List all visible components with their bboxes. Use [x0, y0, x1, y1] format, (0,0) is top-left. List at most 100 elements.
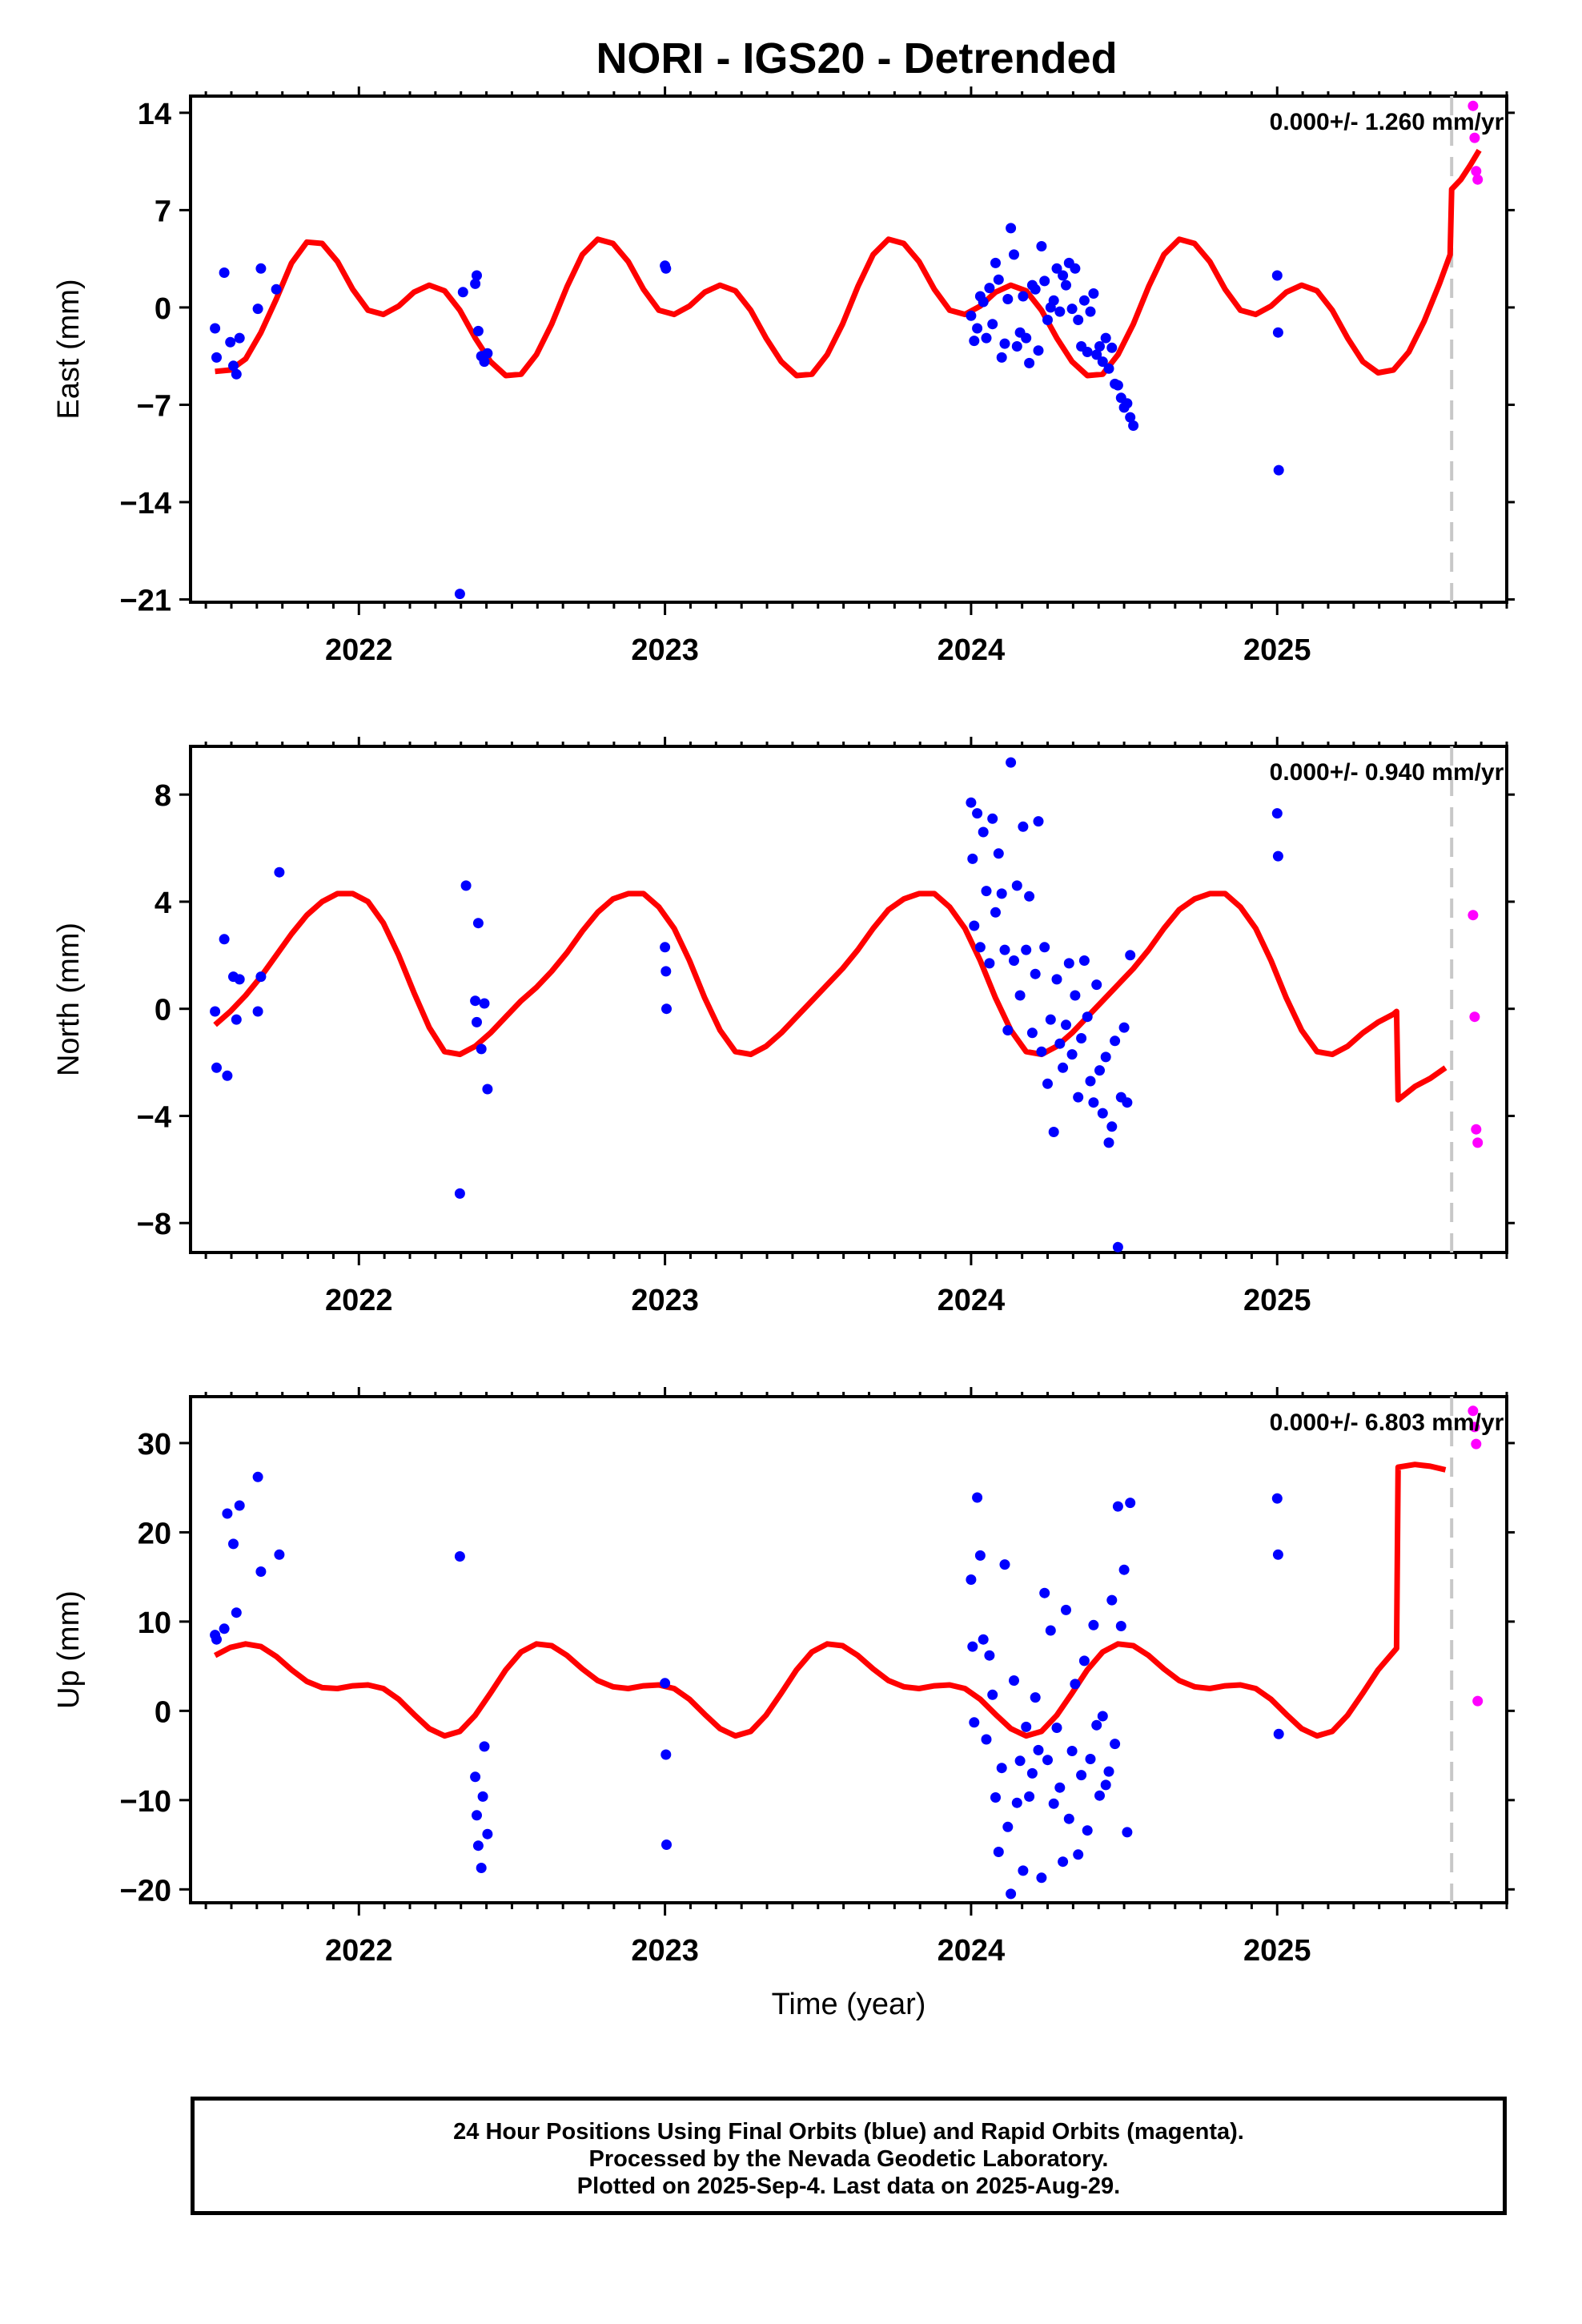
- final-point: [1112, 1241, 1123, 1252]
- final-point: [974, 1550, 986, 1561]
- final-point: [1051, 1723, 1062, 1733]
- plot-frame: [189, 745, 1508, 1254]
- final-point: [225, 336, 236, 348]
- final-point: [984, 1650, 995, 1661]
- final-point: [969, 336, 980, 347]
- final-point: [1026, 279, 1038, 291]
- final-point: [470, 995, 481, 1007]
- final-point: [1088, 1097, 1099, 1108]
- rate-annotation: 0.000+/- 0.940 mm/yr: [1270, 759, 1504, 786]
- final-point: [1106, 342, 1118, 353]
- final-point: [1106, 1594, 1118, 1606]
- x-tick-label: 2023: [631, 1284, 699, 1317]
- final-point: [1112, 1501, 1123, 1512]
- final-point: [1030, 968, 1041, 979]
- final-point: [987, 813, 998, 824]
- y-tick-label: −7: [137, 389, 171, 423]
- model-curve: [213, 1462, 1447, 1739]
- final-point: [1045, 302, 1056, 313]
- final-point: [1088, 288, 1099, 299]
- final-point: [231, 1014, 242, 1025]
- x-tick-label: 2025: [1243, 1934, 1311, 1968]
- y-tick-label: 0: [155, 994, 171, 1027]
- final-point: [999, 944, 1010, 955]
- x-tick-label: 2025: [1243, 633, 1311, 667]
- y-tick-label: −8: [137, 1208, 171, 1241]
- north-panel: −8 −4 0 4 8 2022 2023 2024 2025 North (mm) 0.000+/…: [52, 737, 1515, 1317]
- final-point: [1036, 1046, 1047, 1057]
- final-point: [1115, 1621, 1126, 1631]
- final-point: [472, 1016, 482, 1027]
- model-curve: [213, 891, 1447, 1103]
- final-point: [1271, 808, 1283, 819]
- final-point: [1091, 979, 1102, 991]
- final-point: [482, 1828, 493, 1839]
- final-point: [967, 853, 978, 864]
- final-point: [972, 1492, 983, 1503]
- y-tick-label: 7: [155, 195, 171, 228]
- final-point: [454, 1188, 465, 1199]
- final-point: [987, 319, 998, 330]
- final-point: [1122, 398, 1133, 409]
- final-point: [222, 1070, 233, 1081]
- final-point: [1011, 1797, 1022, 1808]
- final-point: [1122, 1097, 1133, 1108]
- final-point: [472, 270, 482, 281]
- final-point: [996, 1763, 1007, 1774]
- final-point: [234, 974, 245, 985]
- x-tick-label: 2024: [938, 633, 1006, 667]
- final-point: [1125, 412, 1136, 423]
- final-point: [990, 257, 1001, 268]
- final-point: [210, 1006, 221, 1017]
- final-point: [996, 888, 1007, 899]
- final-point: [219, 934, 230, 945]
- final-point: [966, 1574, 977, 1585]
- final-point: [996, 352, 1007, 363]
- y-axis-label: North (mm): [52, 923, 86, 1076]
- up-panel: −20 −10 0 10 20 30 2022 2023 2024 2025 Up (mm) 0.00…: [52, 1387, 1515, 1968]
- final-point: [1036, 241, 1047, 251]
- final-point: [1011, 880, 1022, 891]
- final-point: [457, 287, 468, 298]
- final-point: [1066, 304, 1078, 315]
- final-point: [1078, 295, 1090, 306]
- final-point: [966, 797, 977, 808]
- x-tick-label: 2022: [325, 1934, 393, 1968]
- final-point: [1042, 1755, 1053, 1766]
- final-point: [271, 283, 282, 295]
- final-point: [1271, 1493, 1283, 1504]
- final-point: [1076, 341, 1087, 352]
- final-point: [1054, 306, 1066, 317]
- x-tick-label: 2022: [325, 633, 393, 667]
- final-point: [661, 1003, 672, 1015]
- final-point: [978, 826, 989, 838]
- final-point: [1009, 1675, 1019, 1686]
- footer-line-1: 24 Hour Positions Using Final Orbits (bl…: [453, 2119, 1244, 2145]
- final-point: [1045, 1014, 1056, 1025]
- final-point: [234, 332, 245, 344]
- rapid-point: [1471, 1438, 1482, 1449]
- y-tick-label: 4: [155, 887, 171, 920]
- final-point: [967, 1641, 978, 1652]
- final-point: [482, 348, 493, 359]
- final-point: [1118, 1022, 1130, 1033]
- final-point: [1125, 950, 1136, 961]
- final-point: [1271, 270, 1283, 281]
- final-point: [993, 848, 1004, 859]
- final-point: [454, 1551, 465, 1562]
- final-point: [252, 1471, 263, 1482]
- rapid-point: [1468, 100, 1479, 111]
- final-point: [472, 1810, 482, 1821]
- final-point: [1272, 1549, 1283, 1560]
- final-point: [966, 310, 977, 321]
- final-point: [1051, 974, 1062, 985]
- final-point: [1048, 1798, 1059, 1809]
- final-point: [1018, 821, 1029, 832]
- final-point: [1082, 1825, 1093, 1836]
- final-point: [219, 1623, 230, 1634]
- final-point: [1122, 1827, 1133, 1838]
- final-point: [1063, 1813, 1074, 1824]
- final-point: [1002, 294, 1014, 304]
- final-point: [1051, 263, 1062, 274]
- final-point: [1073, 1849, 1084, 1860]
